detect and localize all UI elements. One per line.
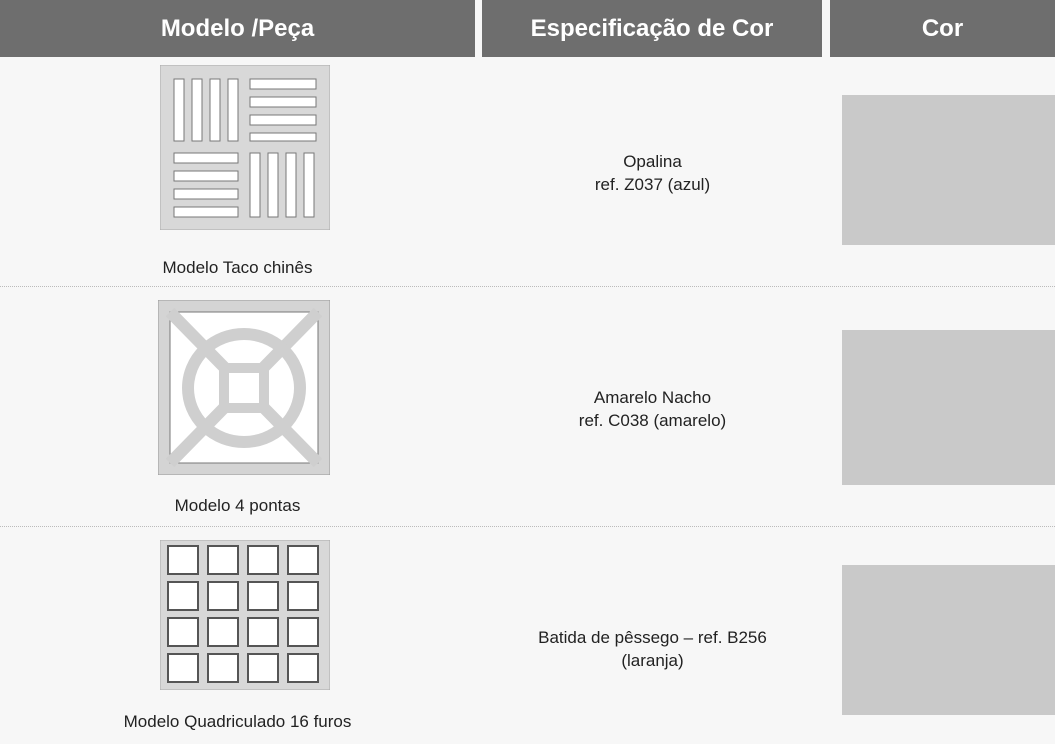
- tile-image: [158, 300, 330, 475]
- header-cell: Cor: [830, 0, 1055, 57]
- color-swatch: [842, 330, 1055, 485]
- spec-line: ref. C038 (amarelo): [578, 411, 727, 430]
- model-label: Modelo Quadriculado 16 furos: [123, 712, 352, 731]
- header-cell: Modelo /Peça: [0, 0, 475, 57]
- header-cell: Especificação de Cor: [482, 0, 822, 57]
- spec-line: ref. Z037 (azul): [594, 175, 711, 194]
- row-separator: [0, 526, 1055, 527]
- spec-line: Opalina: [623, 152, 682, 171]
- spec-line: Amarelo Nacho: [593, 388, 712, 407]
- tile-image: [160, 65, 330, 230]
- spec-line: Batida de pêssego – ref. B256: [538, 628, 767, 647]
- model-label: Modelo Taco chinês: [162, 258, 313, 277]
- color-spec: Amarelo Nacho ref. C038 (amarelo): [483, 386, 822, 432]
- color-spec: Batida de pêssego – ref. B256 (laranja): [483, 626, 822, 672]
- color-swatch: [842, 95, 1055, 245]
- spec-line: (laranja): [621, 651, 684, 670]
- row-separator: [0, 286, 1055, 287]
- tile-image: [160, 540, 330, 690]
- model-label: Modelo 4 pontas: [174, 496, 301, 515]
- color-spec: Opalina ref. Z037 (azul): [483, 150, 822, 196]
- color-swatch: [842, 565, 1055, 715]
